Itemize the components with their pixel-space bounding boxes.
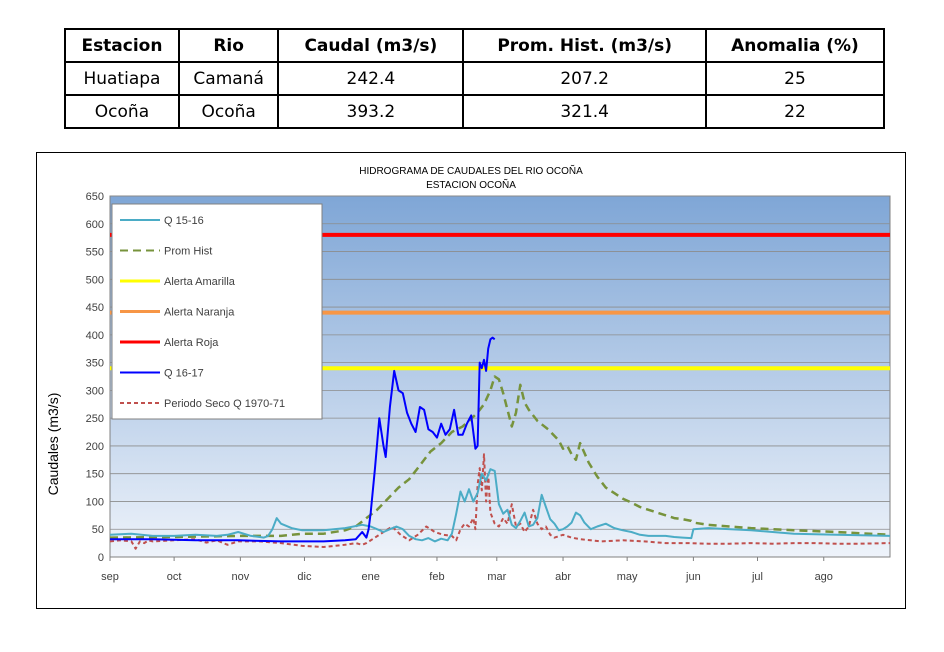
legend-label: Alerta Roja bbox=[164, 337, 219, 349]
cell-rio: Camaná bbox=[177, 61, 280, 96]
y-tick-label: 650 bbox=[86, 191, 104, 203]
y-tick-label: 0 bbox=[98, 552, 104, 564]
y-tick-label: 300 bbox=[86, 385, 104, 397]
y-tick-label: 350 bbox=[86, 358, 104, 370]
header-rio: Rio bbox=[177, 28, 280, 63]
cell-estacion: Huatiapa bbox=[64, 61, 180, 96]
y-tick-label: 200 bbox=[86, 441, 104, 453]
y-tick-label: 500 bbox=[86, 274, 104, 286]
cell-prom-hist: 321.4 bbox=[462, 94, 707, 129]
y-tick-label: 550 bbox=[86, 247, 104, 259]
series-line-q-16-17 bbox=[110, 336, 496, 543]
table-row: Ocoña Ocoña 393.2 321.4 22 bbox=[64, 94, 886, 129]
x-tick-label: ago bbox=[815, 571, 833, 583]
legend-label: Prom Hist bbox=[164, 246, 212, 258]
x-axis-ticks: sep oct nov dic ene feb mar abr may jun jul ago bbox=[101, 556, 890, 583]
cell-prom-hist: 207.2 bbox=[462, 61, 707, 96]
series-line-prom-hist bbox=[109, 375, 891, 539]
y-axis-label: Caudales (m3/s) bbox=[45, 393, 61, 496]
x-tick-label: ene bbox=[362, 571, 380, 583]
legend-items: Q 15-16 Prom Hist Alerta Amarilla Alerta Na… bbox=[120, 215, 285, 410]
x-tick-label: may bbox=[617, 571, 638, 583]
chart-title: HIDROGRAMA DE CAUDALES DEL RIO OCOÑA bbox=[359, 164, 583, 177]
x-tick-label: abr bbox=[555, 571, 571, 583]
y-tick-label: 400 bbox=[86, 330, 104, 342]
station-table: Estacion Rio Caudal (m3/s) Prom. Hist. (… bbox=[64, 28, 886, 129]
x-tick-label: jul bbox=[751, 571, 763, 583]
legend-label: Alerta Amarilla bbox=[164, 276, 236, 288]
cell-anomalia: 22 bbox=[704, 94, 886, 129]
table-header-row: Estacion Rio Caudal (m3/s) Prom. Hist. (… bbox=[64, 28, 886, 63]
cell-anomalia: 25 bbox=[704, 61, 886, 96]
cell-rio: Ocoña bbox=[177, 94, 280, 129]
x-tick-label: jun bbox=[685, 571, 701, 583]
cell-estacion: Ocoña bbox=[64, 94, 180, 129]
table-row: Huatiapa Camaná 242.4 207.2 25 bbox=[64, 61, 886, 96]
x-tick-label: sep bbox=[101, 571, 119, 583]
series-line-q-15-16 bbox=[109, 468, 891, 543]
header-estacion: Estacion bbox=[64, 28, 180, 63]
x-tick-label: mar bbox=[487, 571, 506, 583]
y-tick-label: 450 bbox=[86, 302, 104, 314]
x-tick-label: oct bbox=[167, 571, 182, 583]
y-axis-ticks: 0 50 100 150 200 250 300 350 400 450 500 550 600 650 bbox=[86, 191, 104, 564]
y-tick-label: 150 bbox=[86, 469, 104, 481]
legend-label: Q 15-16 bbox=[164, 215, 204, 227]
chart-subtitle: ESTACION OCOÑA bbox=[426, 178, 516, 191]
header-prom-hist: Prom. Hist. (m3/s) bbox=[462, 28, 707, 63]
header-anomalia: Anomalia (%) bbox=[704, 28, 886, 63]
x-tick-label: dic bbox=[297, 571, 312, 583]
x-tick-label: nov bbox=[231, 571, 249, 583]
hydrograph-svg: 050100150200250300350400450500550600650 … bbox=[36, 152, 906, 609]
series-line-periodo-seco-q-1970-71 bbox=[109, 453, 891, 550]
legend-label: Periodo Seco Q 1970-71 bbox=[164, 398, 285, 410]
legend: Q 15-16 Prom Hist Alerta Amarilla Alerta Na… bbox=[111, 203, 323, 420]
header-caudal: Caudal (m3/s) bbox=[277, 28, 465, 63]
y-tick-label: 100 bbox=[86, 496, 104, 508]
y-tick-label: 600 bbox=[86, 219, 104, 231]
y-tick-label: 250 bbox=[86, 413, 104, 425]
x-tick-label: feb bbox=[429, 571, 444, 583]
y-tick-label: 50 bbox=[92, 524, 104, 536]
cell-caudal: 393.2 bbox=[277, 94, 465, 129]
hydrograph-chart: 0 50 100 150 200 250 300 350 400 450 500 550 600 650 … bbox=[36, 152, 906, 609]
cell-caudal: 242.4 bbox=[277, 61, 465, 96]
legend-label: Q 16-17 bbox=[164, 368, 204, 380]
legend-label: Alerta Naranja bbox=[164, 307, 235, 319]
